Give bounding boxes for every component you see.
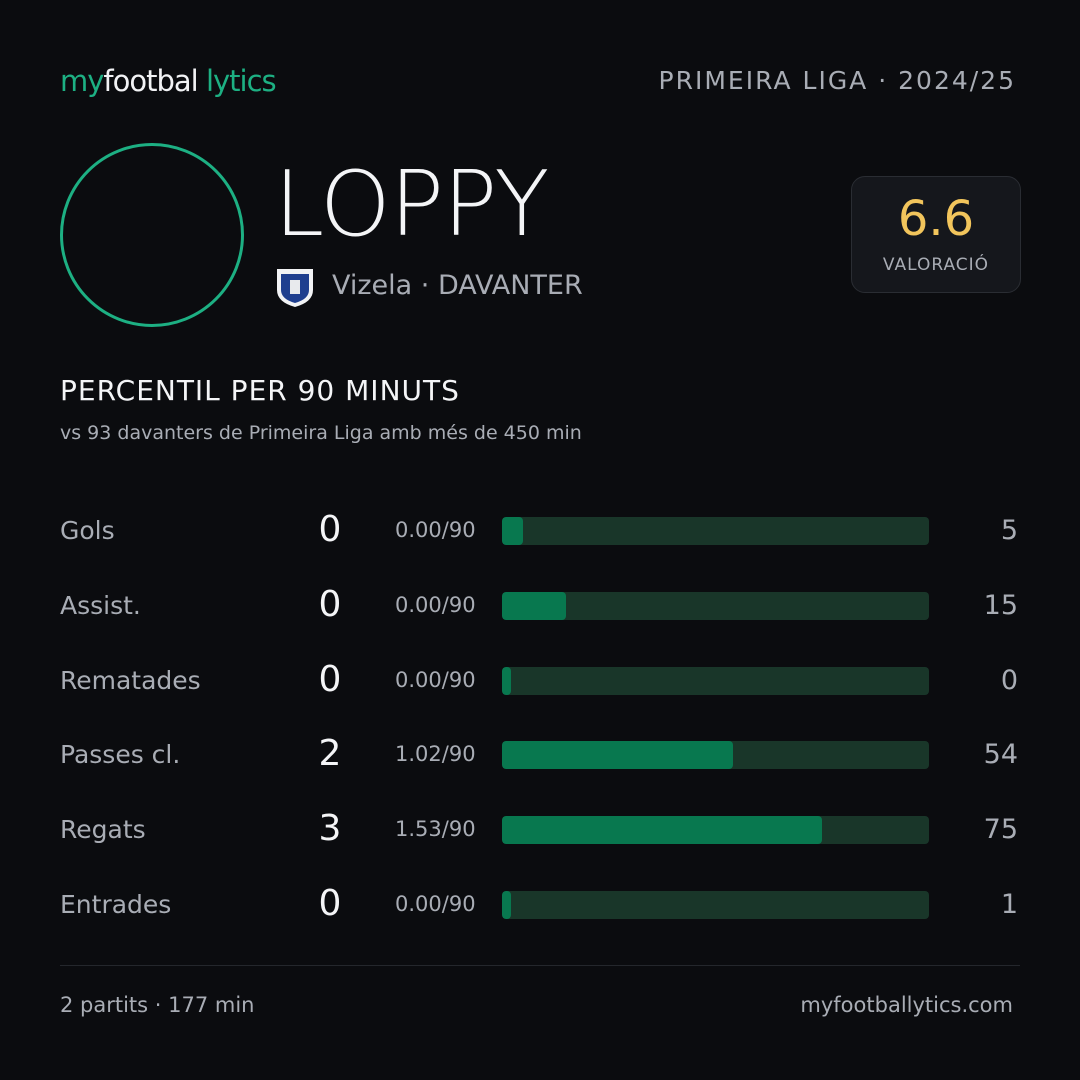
- avatar: [60, 143, 244, 327]
- bar-track: [502, 517, 929, 545]
- bar-track: [502, 891, 929, 919]
- bar: [502, 591, 567, 620]
- bar-track: [502, 666, 929, 695]
- team-position: Vizela · DAVANTER: [332, 270, 583, 301]
- brand-part: lytics: [205, 64, 277, 98]
- bar: [502, 741, 733, 770]
- competition: PRIMEIRA LIGA · 2024/25: [658, 66, 1016, 95]
- stat-value: 0: [318, 658, 342, 700]
- stat-value: 0: [318, 883, 342, 924]
- stat-label: Rematades: [60, 665, 201, 695]
- stat-label: Regats: [60, 815, 146, 845]
- bar: [502, 517, 524, 545]
- stat-label: Passes cl.: [60, 740, 181, 770]
- stat-label: Gols: [60, 516, 115, 545]
- per90: 0.00/90: [395, 518, 476, 542]
- brand-part: my: [60, 64, 104, 98]
- stat-label: Entrades: [60, 890, 172, 919]
- stat-value: 0: [318, 509, 342, 550]
- percentile: 15: [983, 589, 1018, 621]
- percentile: 0: [1000, 664, 1018, 696]
- bar: [502, 816, 823, 845]
- stat-label: Assist.: [60, 590, 141, 620]
- percentile: 1: [1000, 889, 1018, 920]
- player-name: LOPPY: [274, 152, 549, 257]
- percentile: 54: [983, 739, 1018, 771]
- rating-value: 6.6: [897, 191, 975, 247]
- stat-value: 2: [318, 733, 342, 775]
- percentile: 75: [983, 814, 1018, 846]
- footer-left: 2 partits · 177 min: [60, 993, 255, 1017]
- per90: 1.53/90: [395, 817, 476, 842]
- bar: [502, 891, 511, 919]
- brand-part: footbal: [103, 64, 198, 98]
- bar-track: [502, 741, 929, 770]
- footer-right: myfootballytics.com: [800, 993, 1013, 1017]
- bar-track: [502, 816, 929, 845]
- per90: 1.02/90: [395, 742, 476, 767]
- section-subtitle: vs 93 davanters de Primeira Liga amb més…: [60, 422, 582, 444]
- club-crest: [277, 269, 313, 307]
- section-title: PERCENTIL PER 90 MINUTS: [60, 374, 460, 407]
- stat-value: 3: [318, 808, 342, 850]
- brand: myfootbal lytics: [60, 64, 277, 98]
- percentile: 5: [1000, 515, 1018, 546]
- stat-value: 0: [318, 583, 342, 625]
- rating-box: 6.6 VALORACIÓ: [851, 176, 1021, 293]
- bar-track: [502, 591, 929, 620]
- per90: 0.00/90: [395, 592, 476, 617]
- per90: 0.00/90: [395, 667, 476, 692]
- rating-label: VALORACIÓ: [882, 255, 990, 275]
- per90: 0.00/90: [395, 892, 476, 916]
- divider: [60, 965, 1020, 966]
- bar: [502, 666, 511, 695]
